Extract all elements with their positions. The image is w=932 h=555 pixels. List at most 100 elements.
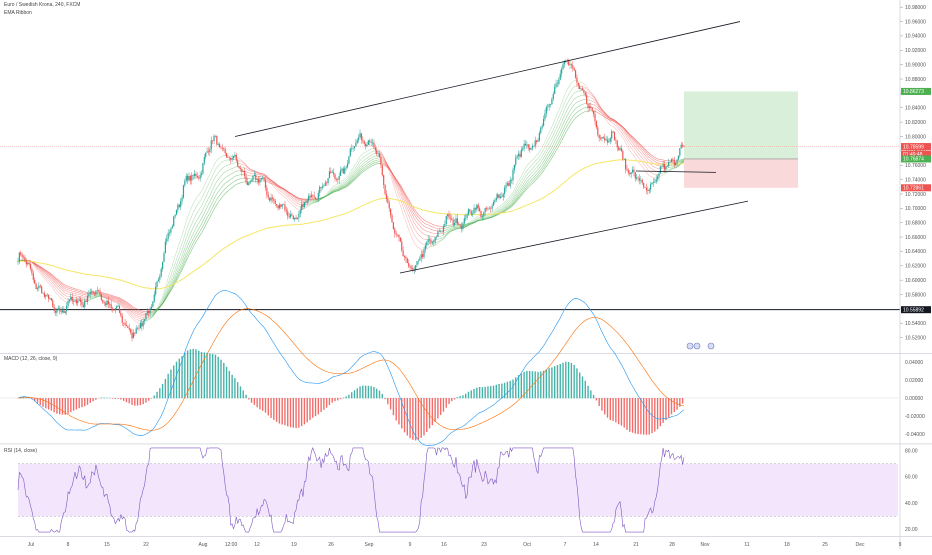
ema-ribbon-segment bbox=[646, 160, 647, 162]
ema-ribbon-segment bbox=[181, 264, 182, 267]
ema-ribbon-segment bbox=[39, 270, 40, 271]
ema-ribbon-segment bbox=[399, 201, 400, 205]
ema-ribbon-segment bbox=[343, 181, 344, 182]
macd-histogram-bar bbox=[382, 394, 383, 398]
ema-ribbon-segment bbox=[545, 144, 546, 147]
ema-ribbon-segment bbox=[475, 219, 476, 220]
ema-ribbon-segment bbox=[578, 110, 579, 111]
ema-ribbon-segment bbox=[222, 161, 223, 162]
ema-ribbon-segment bbox=[371, 151, 372, 152]
ema-ribbon-segment bbox=[202, 226, 203, 229]
ema-ribbon-segment bbox=[670, 168, 671, 169]
candle-body bbox=[147, 311, 148, 314]
ema-ribbon-segment bbox=[174, 256, 175, 260]
ema-ribbon-segment bbox=[378, 149, 379, 150]
ema-ribbon-segment bbox=[210, 186, 211, 189]
ema-ribbon-segment bbox=[574, 92, 575, 93]
ema-ribbon-segment bbox=[556, 126, 557, 129]
ema-ribbon-segment bbox=[177, 247, 178, 251]
ema-ribbon-segment bbox=[571, 82, 572, 83]
ema-ribbon-segment bbox=[210, 178, 211, 181]
candle-body bbox=[575, 70, 576, 77]
ema-ribbon-segment bbox=[560, 127, 561, 130]
ema-ribbon-segment bbox=[57, 283, 58, 284]
ema-ribbon-segment bbox=[111, 297, 112, 298]
ema-ribbon-segment bbox=[129, 313, 130, 315]
loss-zone bbox=[684, 159, 798, 188]
ema-ribbon-segment bbox=[218, 171, 219, 173]
ema-ribbon-segment bbox=[407, 212, 408, 215]
ema-ribbon-segment bbox=[499, 211, 500, 212]
ema-ribbon-segment bbox=[271, 182, 272, 183]
ema-ribbon-segment bbox=[138, 316, 139, 317]
ema-ribbon-segment bbox=[281, 191, 282, 192]
candle-body bbox=[511, 180, 512, 181]
ema-ribbon-segment bbox=[445, 230, 446, 231]
ema-ribbon-segment bbox=[125, 302, 126, 303]
candle-body bbox=[275, 201, 276, 204]
ema-ribbon-segment bbox=[442, 237, 443, 238]
ema-ribbon-segment bbox=[427, 222, 428, 223]
candle-body bbox=[522, 149, 523, 150]
ema-ribbon-segment bbox=[51, 283, 52, 285]
ema-ribbon-segment bbox=[498, 210, 499, 211]
ema-ribbon-segment bbox=[534, 157, 535, 159]
ema-ribbon-segment bbox=[309, 205, 310, 206]
macd-histogram-bar bbox=[487, 386, 488, 398]
macd-histogram-bar bbox=[117, 398, 118, 399]
ema-ribbon-segment bbox=[428, 222, 429, 223]
ema-ribbon-segment bbox=[521, 185, 522, 187]
ema-ribbon-segment bbox=[651, 176, 652, 177]
ema-ribbon-segment bbox=[371, 165, 372, 166]
ema-ribbon-segment bbox=[640, 159, 641, 161]
ema-ribbon-segment bbox=[532, 167, 533, 168]
ema-ribbon-segment bbox=[510, 195, 511, 196]
candle-body bbox=[418, 261, 419, 262]
ema-ribbon-segment bbox=[363, 160, 364, 161]
ema-ribbon-segment bbox=[295, 201, 296, 202]
ema-ribbon-segment bbox=[494, 210, 495, 211]
candle-body bbox=[86, 301, 87, 302]
candle-body bbox=[283, 204, 284, 205]
ema-ribbon-segment bbox=[562, 124, 563, 127]
ema-ribbon-segment bbox=[631, 144, 632, 146]
ema-ribbon-segment bbox=[118, 301, 119, 302]
candle-body bbox=[295, 218, 296, 219]
ema-ribbon-segment bbox=[594, 105, 595, 106]
ema-ribbon-segment bbox=[656, 160, 657, 161]
candle-body bbox=[181, 198, 182, 201]
ema-ribbon-segment bbox=[498, 207, 499, 208]
ema-ribbon-segment bbox=[208, 202, 209, 205]
ema-ribbon-segment bbox=[660, 174, 661, 175]
ema-ribbon-segment bbox=[532, 174, 533, 175]
ema-ribbon-segment bbox=[295, 204, 296, 205]
macd-histogram-bar bbox=[443, 398, 444, 412]
ema-ribbon-segment bbox=[428, 228, 429, 229]
ema-ribbon-segment bbox=[567, 128, 568, 130]
ema-ribbon-segment bbox=[168, 274, 169, 278]
ema-ribbon-segment bbox=[631, 141, 632, 143]
ema-ribbon-segment bbox=[182, 261, 183, 264]
ema-ribbon-segment bbox=[329, 189, 330, 191]
ema-ribbon-segment bbox=[595, 103, 596, 104]
ema-ribbon-segment bbox=[58, 287, 59, 288]
ema-ribbon-segment bbox=[555, 151, 556, 153]
candle-body bbox=[305, 202, 306, 203]
candle-body bbox=[633, 170, 634, 173]
ema-ribbon-segment bbox=[494, 212, 495, 213]
candle-body bbox=[422, 254, 423, 257]
ema-ribbon-segment bbox=[652, 157, 653, 158]
ema-ribbon-segment bbox=[574, 103, 575, 104]
ema-ribbon-segment bbox=[64, 294, 65, 295]
candle-body bbox=[293, 216, 294, 220]
ema-ribbon-segment bbox=[585, 85, 586, 87]
ema-ribbon-segment bbox=[82, 291, 83, 292]
candle-body bbox=[148, 311, 149, 313]
candle-body bbox=[371, 142, 372, 143]
ema-ribbon-segment bbox=[649, 176, 650, 177]
ema-ribbon-segment bbox=[576, 92, 577, 93]
ema-ribbon-segment bbox=[649, 160, 650, 161]
ema-ribbon-segment bbox=[598, 113, 599, 114]
candle-body bbox=[625, 159, 626, 169]
ema-ribbon-segment bbox=[53, 283, 54, 285]
